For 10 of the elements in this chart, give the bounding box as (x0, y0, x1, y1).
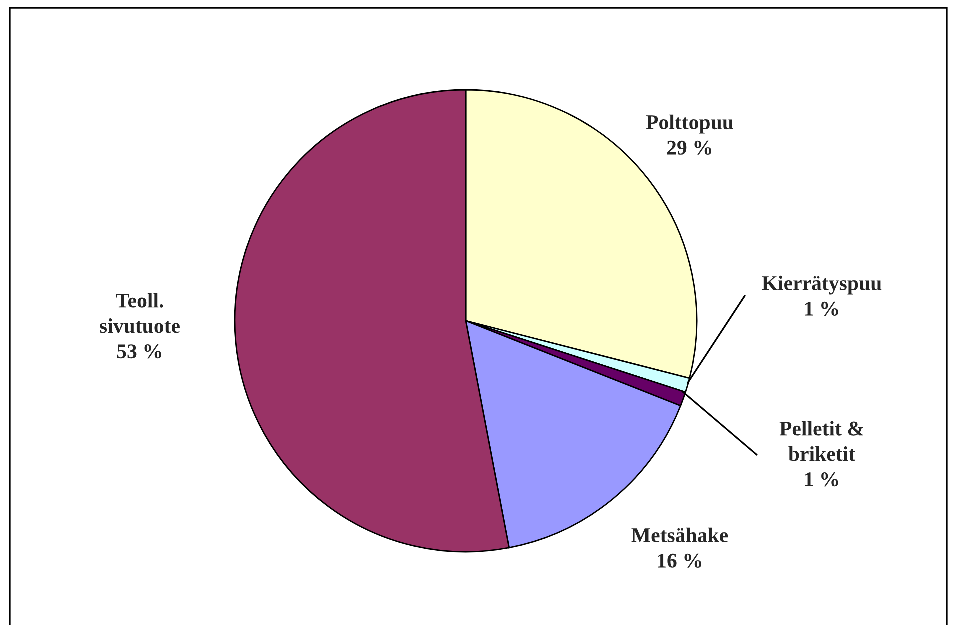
slice-label: Polttopuu (646, 114, 734, 134)
data-label: 53 % (117, 344, 162, 359)
data-label: 29 % (667, 140, 712, 155)
slice-label: Kierrätyspuu (762, 276, 882, 295)
data-label: 1 % (805, 472, 838, 487)
slice-label: Metsähake (632, 528, 728, 543)
slice-label: Pelletit & briketit (780, 421, 864, 462)
slice-label: Teoll. sivutuote (100, 293, 180, 334)
data-label: 1 % (805, 302, 838, 316)
data-label: 16 % (658, 554, 702, 568)
